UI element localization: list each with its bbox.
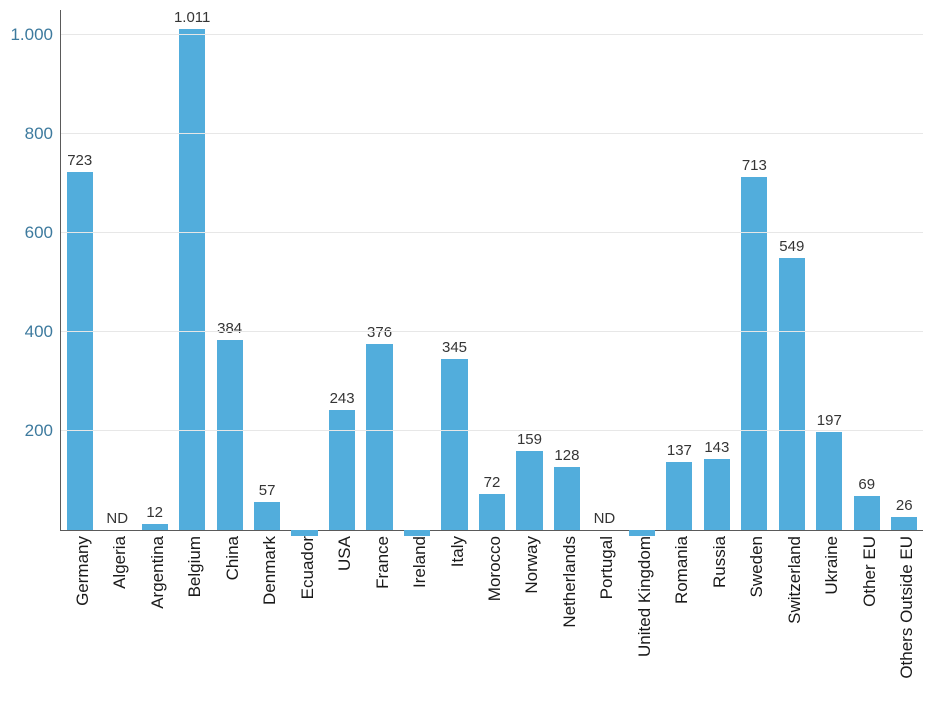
bar-value-label: 26	[896, 497, 913, 514]
bar-slot: 1.011Belgium	[173, 10, 210, 530]
y-axis-tick-label: 600	[25, 223, 61, 243]
bar-slot: United Kingdom	[623, 10, 660, 530]
x-axis-category-label: Portugal	[591, 530, 617, 599]
x-axis-category-label: Russia	[704, 530, 730, 588]
y-axis-tick-label: 1.000	[10, 25, 61, 45]
x-axis-category-label: USA	[329, 530, 355, 571]
bar-slot: 197Ukraine	[811, 10, 848, 530]
bar-value-label: 713	[742, 157, 767, 174]
x-axis-category-label: Morocco	[479, 530, 505, 601]
bar-value-label: 243	[330, 390, 355, 407]
bar-slot: NDPortugal	[586, 10, 623, 530]
bar-slot: 723Germany	[61, 10, 98, 530]
bar-slot: 57Denmark	[248, 10, 285, 530]
bar-slot: 137Romania	[661, 10, 698, 530]
x-axis-category-label: Ukraine	[816, 530, 842, 595]
bar-value-label: ND	[594, 510, 616, 527]
bar-slot: 72Morocco	[473, 10, 510, 530]
bar-value-label: 376	[367, 324, 392, 341]
y-axis-tick-label: 800	[25, 124, 61, 144]
y-axis-tick-label: 200	[25, 421, 61, 441]
bar	[666, 462, 692, 530]
x-axis-category-label: Norway	[516, 530, 542, 594]
bar	[516, 451, 542, 530]
bar-value-label: 723	[67, 152, 92, 169]
bar-value-label: 128	[554, 447, 579, 464]
bar	[479, 494, 505, 530]
bar-slot: 12Argentina	[136, 10, 173, 530]
x-axis-category-label: China	[217, 530, 243, 580]
bar-value-label: 549	[779, 238, 804, 255]
bar	[554, 467, 580, 530]
gridline	[61, 430, 923, 431]
bar-value-label: 137	[667, 442, 692, 459]
bar	[366, 344, 392, 530]
bar-value-label: 72	[484, 474, 501, 491]
gridline	[61, 133, 923, 134]
bar-slot: 143Russia	[698, 10, 735, 530]
x-axis-category-label: Romania	[666, 530, 692, 604]
x-axis-category-label: Algeria	[104, 530, 130, 589]
y-axis-tick-label: 400	[25, 322, 61, 342]
bar	[329, 410, 355, 530]
bar-value-label: 57	[259, 482, 276, 499]
bar-slot: 376France	[361, 10, 398, 530]
bar-value-label: 197	[817, 412, 842, 429]
x-axis-category-label: Netherlands	[554, 530, 580, 628]
bar-chart: 723GermanyNDAlgeria12Argentina1.011Belgi…	[0, 0, 930, 705]
bar	[67, 172, 93, 530]
bar-slot: 713Sweden	[736, 10, 773, 530]
x-axis-category-label: Belgium	[179, 530, 205, 597]
bars-layer: 723GermanyNDAlgeria12Argentina1.011Belgi…	[61, 10, 923, 530]
bar-value-label: 1.011	[174, 9, 210, 26]
bar-slot: 345Italy	[436, 10, 473, 530]
bar-slot: 159Norway	[511, 10, 548, 530]
x-axis-category-label: United Kingdom	[629, 530, 655, 657]
gridline	[61, 331, 923, 332]
bar	[704, 459, 730, 530]
x-axis-category-label: Sweden	[741, 530, 767, 597]
bar	[854, 496, 880, 530]
bar-slot: NDAlgeria	[98, 10, 135, 530]
x-axis-category-label: Argentina	[142, 530, 168, 609]
bar	[254, 502, 280, 530]
bar	[891, 517, 917, 530]
x-axis-category-label: Ecuador	[292, 530, 318, 599]
x-axis-category-label: Ireland	[404, 530, 430, 588]
bar-value-label: 143	[704, 439, 729, 456]
gridline	[61, 232, 923, 233]
bar-slot: 549Switzerland	[773, 10, 810, 530]
bar-slot: Ireland	[398, 10, 435, 530]
bar-slot: 243USA	[323, 10, 360, 530]
bar-value-label: ND	[106, 510, 128, 527]
bar	[741, 177, 767, 530]
bar-value-label: 345	[442, 339, 467, 356]
bar	[816, 432, 842, 530]
bar	[441, 359, 467, 530]
gridline	[61, 34, 923, 35]
plot-area: 723GermanyNDAlgeria12Argentina1.011Belgi…	[60, 10, 923, 531]
bar-slot: Ecuador	[286, 10, 323, 530]
bar-value-label: 384	[217, 320, 242, 337]
bar-slot: 128Netherlands	[548, 10, 585, 530]
x-axis-category-label: Denmark	[254, 530, 280, 605]
bar-value-label: 12	[146, 504, 163, 521]
bar-value-label: 159	[517, 431, 542, 448]
bar-value-label: 69	[858, 476, 875, 493]
bar	[779, 258, 805, 530]
x-axis-category-label: France	[367, 530, 393, 589]
x-axis-category-label: Germany	[67, 530, 93, 606]
x-axis-category-label: Italy	[442, 530, 468, 567]
x-axis-category-label: Switzerland	[779, 530, 805, 624]
x-axis-category-label: Others Outside EU	[891, 530, 917, 679]
bar	[179, 29, 205, 530]
bar-slot: 69Other EU	[848, 10, 885, 530]
bar-slot: 26Others Outside EU	[886, 10, 923, 530]
x-axis-category-label: Other EU	[854, 530, 880, 607]
bar	[217, 340, 243, 530]
bar-slot: 384China	[211, 10, 248, 530]
